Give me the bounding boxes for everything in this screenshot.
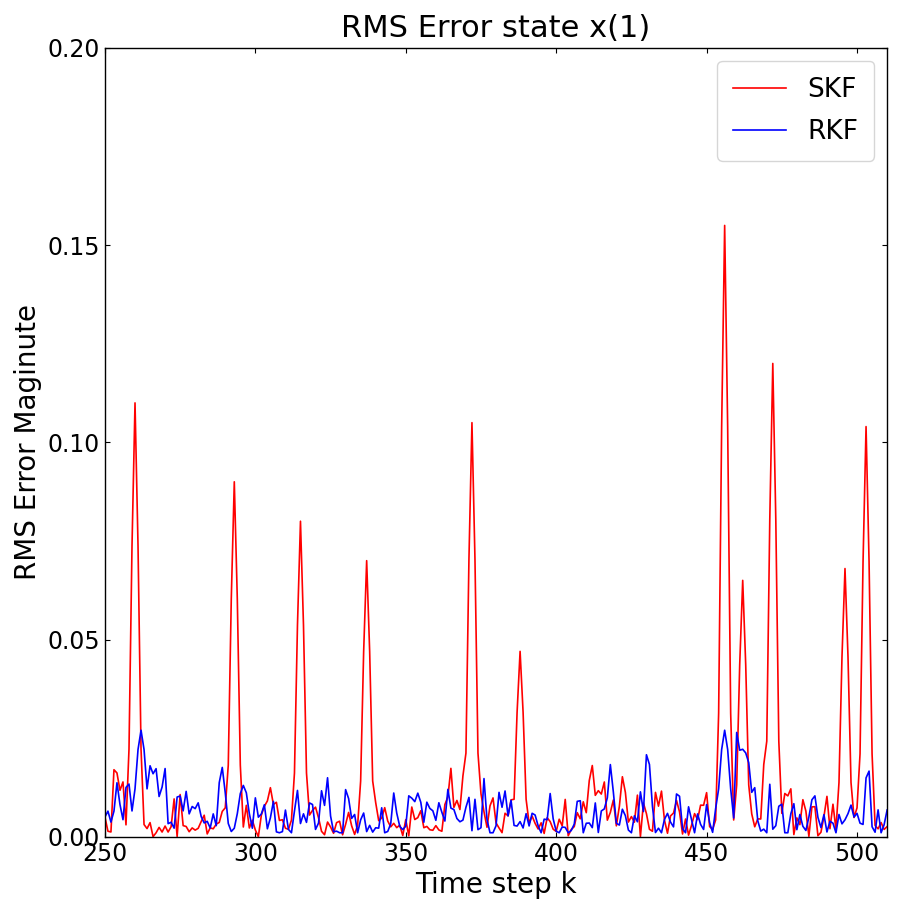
RKF: [882, 804, 893, 815]
RKF: [512, 821, 523, 832]
SKF: [882, 821, 893, 832]
RKF: [377, 803, 387, 813]
RKF: [773, 801, 784, 812]
Y-axis label: RMS Error Maginute: RMS Error Maginute: [14, 304, 41, 581]
SKF: [509, 793, 520, 804]
SKF: [719, 220, 730, 231]
RKF: [395, 821, 405, 832]
Line: RKF: RKF: [105, 730, 887, 833]
SKF: [148, 831, 159, 842]
Legend: SKF, RKF: SKF, RKF: [717, 61, 874, 161]
SKF: [150, 827, 161, 838]
RKF: [150, 763, 161, 774]
RKF: [99, 812, 110, 823]
SKF: [773, 736, 784, 747]
SKF: [99, 812, 110, 823]
RKF: [286, 827, 296, 838]
Title: RMS Error state x(1): RMS Error state x(1): [341, 14, 651, 43]
RKF: [163, 818, 174, 829]
RKF: [136, 725, 147, 736]
Line: SKF: SKF: [105, 226, 887, 836]
SKF: [163, 826, 174, 837]
SKF: [391, 823, 402, 834]
X-axis label: Time step k: Time step k: [415, 871, 577, 899]
SKF: [373, 815, 384, 826]
